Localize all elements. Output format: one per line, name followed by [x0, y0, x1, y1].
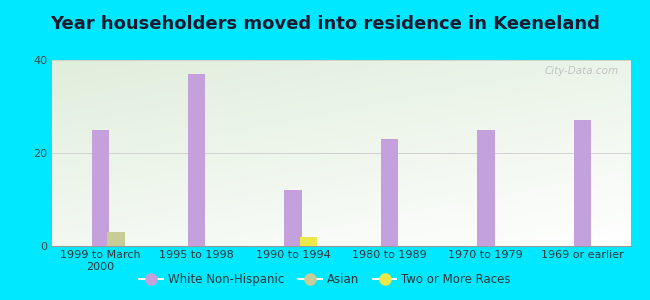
Text: City-Data.com: City-Data.com — [545, 66, 619, 76]
Bar — [477, 130, 495, 246]
Text: Year householders moved into residence in Keeneland: Year householders moved into residence i… — [50, 15, 600, 33]
Bar — [300, 237, 317, 246]
Bar — [107, 232, 125, 246]
Legend: White Non-Hispanic, Asian, Two or More Races: White Non-Hispanic, Asian, Two or More R… — [135, 269, 515, 291]
Bar — [284, 190, 302, 246]
Bar — [573, 120, 591, 246]
Bar — [188, 74, 205, 246]
Bar — [92, 130, 109, 246]
Bar — [381, 139, 398, 246]
